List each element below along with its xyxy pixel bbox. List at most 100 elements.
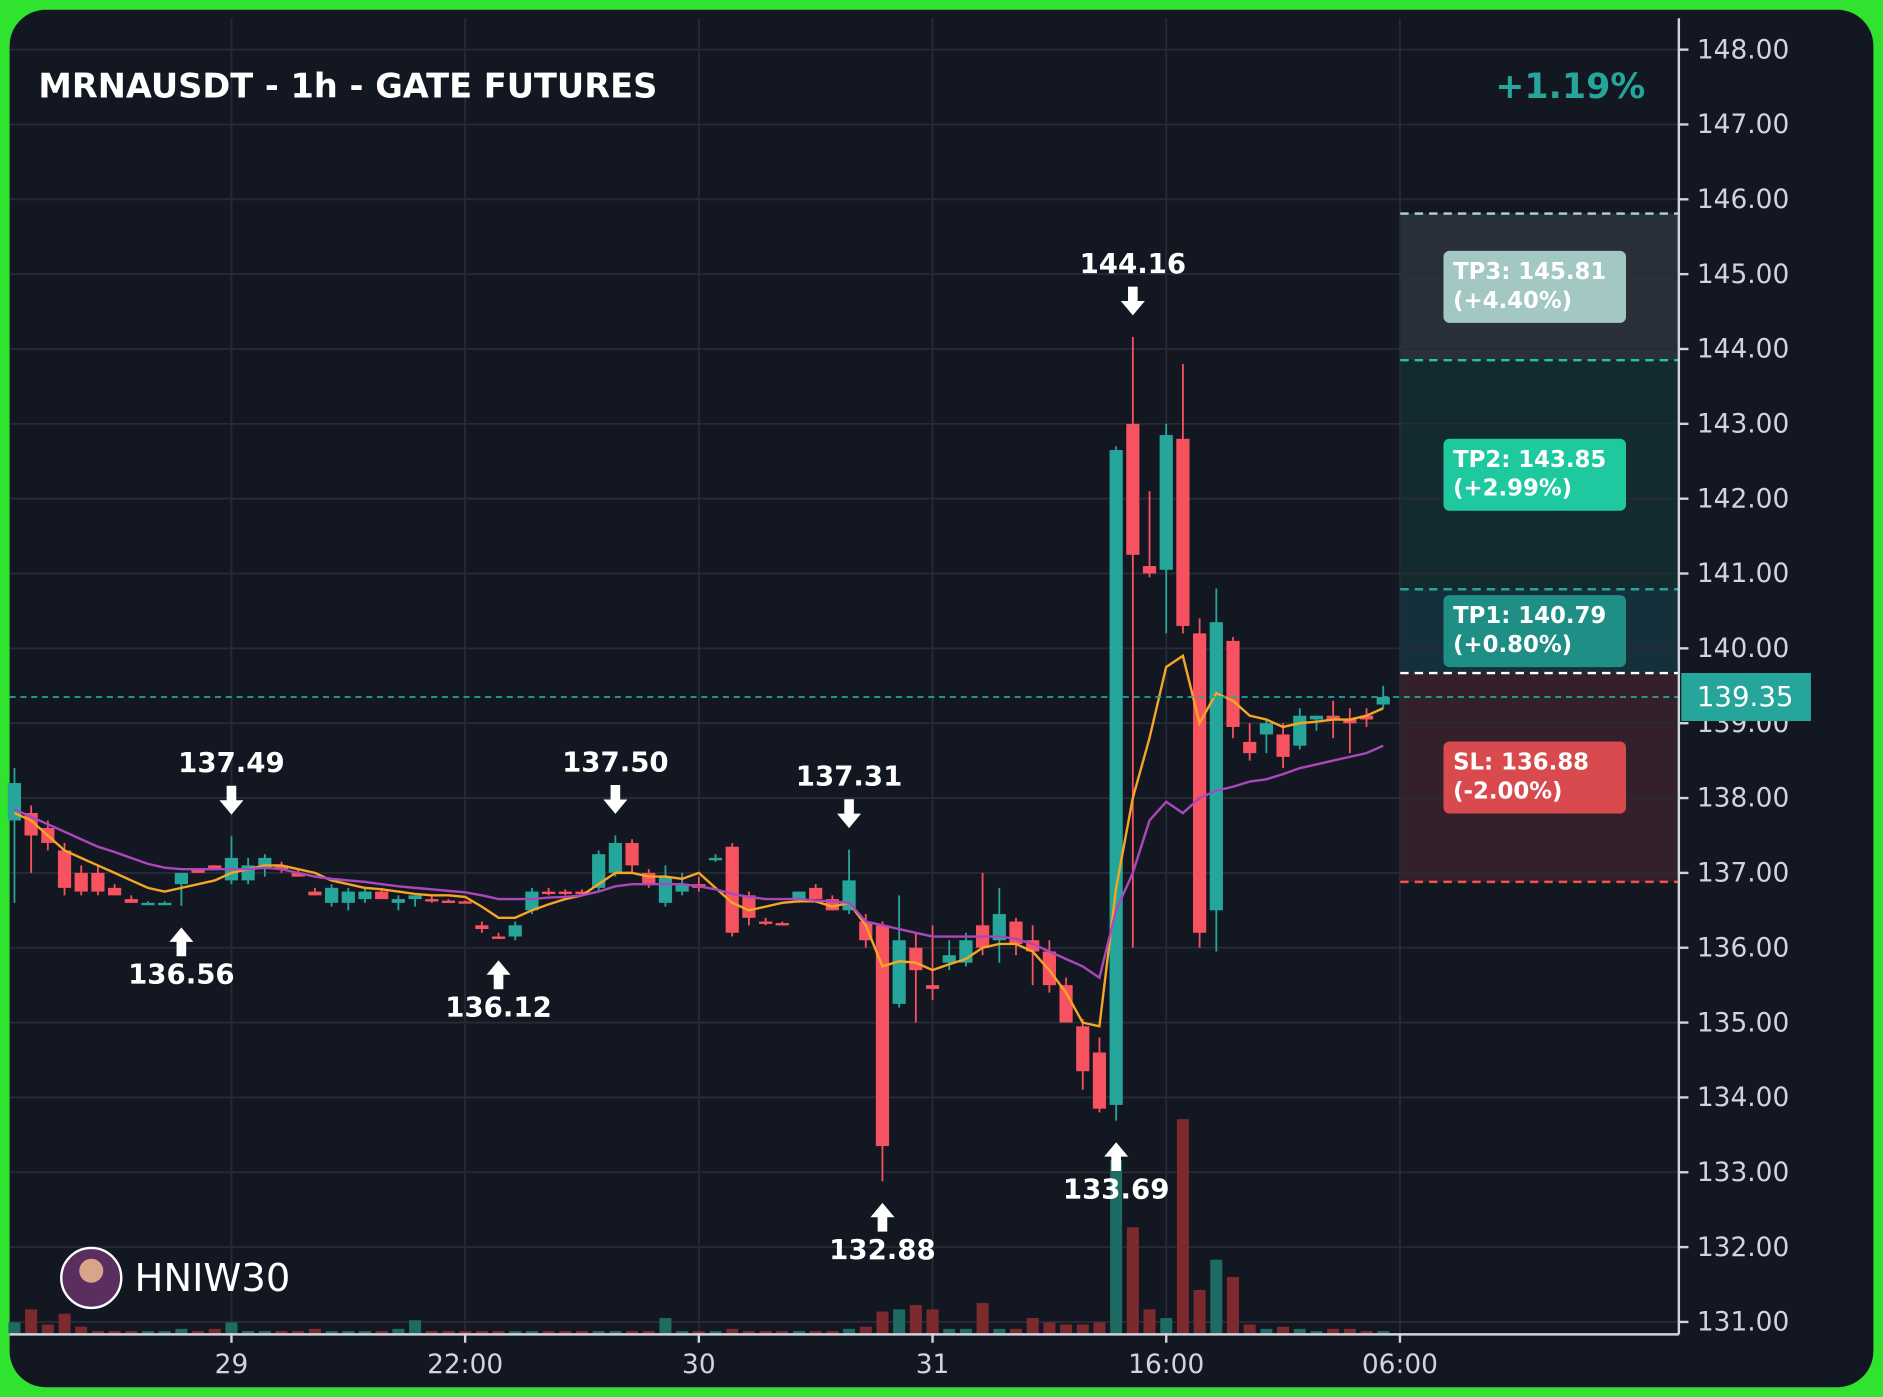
candle-body: [1259, 723, 1273, 735]
volume-bar: [1377, 1331, 1390, 1334]
y-tick-label: 143.00: [1697, 409, 1789, 440]
avatar-face: [79, 1258, 104, 1283]
volume-bar: [409, 1320, 422, 1334]
candle-body: [942, 955, 956, 963]
y-tick-label: 137.00: [1697, 858, 1789, 889]
volume-bar: [609, 1331, 622, 1334]
candle-body: [107, 887, 122, 896]
volume-bar: [158, 1331, 171, 1334]
x-tick-label: 30: [682, 1349, 716, 1380]
candle-body: [1059, 985, 1073, 1023]
volume-bar: [292, 1331, 305, 1334]
level-box: [1443, 250, 1627, 323]
candle-body: [1109, 450, 1123, 1105]
volume-bar: [525, 1331, 538, 1334]
candle-body: [525, 891, 539, 911]
candle-body: [775, 923, 789, 926]
level-label: TP2: 143.85: [1453, 447, 1606, 473]
volume-bar: [1009, 1328, 1022, 1334]
volume-bar: [792, 1331, 805, 1334]
volume-bar: [626, 1331, 639, 1334]
volume-bar: [692, 1331, 705, 1334]
volume-bar: [1126, 1227, 1139, 1334]
candle-body: [742, 895, 756, 918]
level-pct: (+4.40%): [1453, 288, 1572, 314]
volume-bar: [425, 1331, 438, 1334]
volume-bar: [342, 1331, 355, 1334]
volume-bar: [659, 1318, 672, 1334]
volume-bar: [1277, 1326, 1290, 1334]
volume-bar: [1176, 1119, 1189, 1334]
volume-bar: [1226, 1276, 1239, 1334]
volume-bar: [41, 1324, 54, 1334]
volume-bar: [25, 1309, 38, 1334]
ma-line: [13, 653, 1384, 1028]
candle-body: [1209, 622, 1223, 911]
candle-body: [258, 857, 272, 870]
volume-bar: [308, 1328, 321, 1334]
grid: [9, 18, 1679, 1334]
level-pct: (+0.80%): [1453, 632, 1572, 658]
volume-bar: [392, 1328, 405, 1334]
candle-body: [274, 865, 289, 870]
volume-bar: [1343, 1328, 1356, 1334]
level-box: [1443, 438, 1627, 511]
volume-bar: [192, 1331, 205, 1334]
volume-bar: [1043, 1322, 1056, 1334]
volume-bar: [742, 1331, 755, 1334]
y-tick-label: 147.00: [1697, 109, 1789, 140]
candle-body: [925, 985, 940, 989]
candle-body: [1159, 435, 1173, 570]
candle-body: [441, 900, 456, 903]
volume-bar: [976, 1302, 989, 1334]
volume-bar: [358, 1331, 371, 1334]
x-tick-label: 29: [215, 1349, 249, 1380]
candle-body: [358, 891, 372, 900]
y-tick-label: 134.00: [1697, 1082, 1789, 1113]
volume-bar: [258, 1331, 271, 1334]
volume-bar: [58, 1313, 71, 1334]
ma-line: [13, 744, 1384, 980]
volume-bar: [108, 1331, 121, 1334]
candle-body: [909, 947, 923, 971]
volume-bar: [1076, 1324, 1089, 1334]
candle-body: [1226, 640, 1240, 727]
volume-bar: [1093, 1322, 1106, 1334]
candle-body: [725, 846, 739, 933]
volume-bar: [475, 1331, 488, 1334]
volume-bar: [993, 1328, 1006, 1334]
candle-body: [992, 914, 1006, 941]
x-tick-label: 06:00: [1362, 1349, 1438, 1380]
candle-body: [174, 872, 188, 885]
candle-body: [1359, 715, 1374, 720]
volume-bar: [943, 1328, 956, 1334]
candle-body: [825, 899, 839, 911]
candle-body: [575, 891, 589, 895]
y-tick-label: 135.00: [1697, 1007, 1789, 1038]
volume-bar: [75, 1326, 88, 1334]
volume-bar: [1243, 1324, 1256, 1334]
candle-body: [391, 899, 405, 903]
candle-body: [1026, 940, 1040, 952]
y-tick-label: 146.00: [1697, 184, 1789, 215]
candle-body: [1343, 719, 1357, 724]
volume-bar: [125, 1331, 138, 1334]
volume-bar: [592, 1331, 605, 1334]
y-tick-label: 144.00: [1697, 334, 1789, 365]
chart-title: MRNAUSDT - 1h - GATE FUTURES: [38, 66, 657, 105]
candle-body: [74, 872, 88, 892]
volume-bar: [843, 1328, 856, 1334]
y-tick-label: 140.00: [1697, 633, 1789, 664]
price-label: 137.50: [562, 745, 669, 778]
candle-body: [625, 842, 639, 866]
volume-bar: [959, 1328, 972, 1334]
candle-body: [875, 925, 890, 1147]
volume-bar: [208, 1328, 221, 1334]
candle-body: [341, 891, 355, 903]
candle-body: [708, 857, 723, 861]
candle-body: [141, 902, 155, 906]
volume-bar: [275, 1331, 288, 1334]
y-tick-label: 138.00: [1697, 783, 1789, 814]
candle-body: [491, 936, 506, 939]
